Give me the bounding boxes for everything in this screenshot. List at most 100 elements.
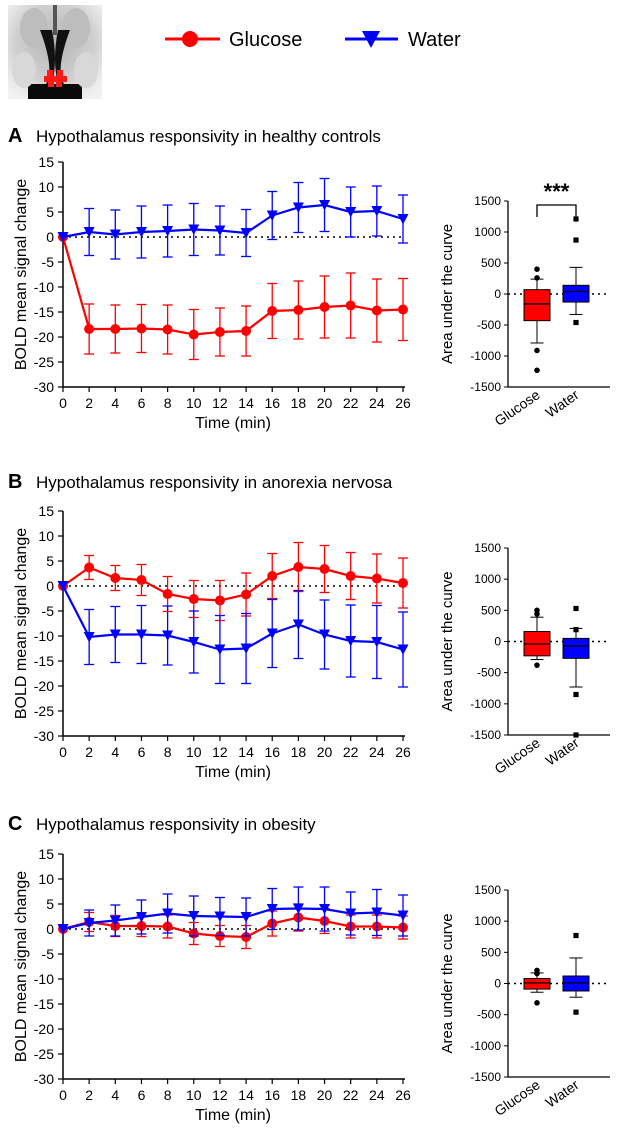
x-tick-label: 26 — [395, 744, 411, 760]
panel-a-letter: A — [8, 125, 22, 147]
water-data-point — [397, 214, 409, 225]
water-data-point — [345, 908, 357, 919]
glucose-outlier-point — [534, 1000, 540, 1006]
water-outlier-point — [573, 605, 579, 612]
glucose-data-point — [371, 573, 382, 584]
water-data-point — [240, 228, 252, 239]
x-tick-label: 8 — [164, 395, 172, 411]
glucose-data-point — [136, 575, 147, 585]
x-tick-label: 8 — [164, 744, 172, 760]
glucose-data-point — [319, 302, 330, 312]
water-data-point — [266, 904, 278, 915]
water-data-point — [83, 918, 95, 929]
y-tick-label: -5 — [42, 603, 55, 619]
panel-c-title: Hypothalamus responsivity in obesity — [36, 815, 316, 834]
significance-label: *** — [544, 179, 570, 204]
y-tick-label: 15 — [38, 154, 54, 170]
x-tick-label: 24 — [369, 395, 385, 411]
water-outlier-point — [573, 216, 579, 222]
glucose-data-point — [110, 324, 121, 334]
x-tick-label: 18 — [291, 395, 307, 411]
y-tick-label: -10 — [34, 279, 54, 295]
y-tick-label: 15 — [38, 503, 54, 519]
water-data-point — [57, 581, 69, 592]
x-tick-label: 2 — [85, 744, 93, 760]
water-series-line — [62, 907, 404, 931]
y-tick-label: -5 — [42, 946, 55, 962]
y-tick-label: -30 — [34, 379, 54, 395]
glucose-data-point — [241, 326, 252, 336]
water-box — [562, 284, 590, 303]
legend-glucose-marker-icon — [182, 31, 198, 47]
water-data-point — [214, 225, 226, 236]
panel-a-heading: A Hypothalamus responsivity in healthy c… — [8, 125, 381, 147]
water-data-point — [135, 227, 147, 238]
water-data-point — [135, 629, 147, 640]
water-data-point — [345, 207, 357, 218]
water-outlier-point — [573, 691, 579, 698]
glucose-data-point — [214, 595, 225, 606]
x-tick-label: 26 — [395, 395, 411, 411]
glucose-outlier-point — [534, 611, 540, 617]
y-tick-label: -15 — [34, 996, 54, 1012]
glucose-data-point — [398, 578, 408, 588]
y-axis-title: BOLD mean signal change — [13, 871, 30, 1062]
water-data-point — [240, 912, 252, 923]
y-tick-label: -20 — [34, 1021, 54, 1037]
glucose-outlier-point — [534, 367, 540, 374]
water-data-point — [109, 229, 121, 240]
x-tick-label: 12 — [212, 744, 228, 760]
x-tick-label: 18 — [291, 744, 307, 760]
panel-b-letter: B — [8, 471, 22, 493]
water-outlier-point — [573, 732, 579, 738]
y-tick-label: -15 — [34, 653, 54, 669]
y-tick-label: 0 — [494, 977, 501, 991]
water-data-point — [188, 637, 200, 648]
x-tick-label: 4 — [111, 1087, 119, 1103]
box-plot-panel-b: 1500 1000 500 0 -500 -1000 -1500 Area under the… — [439, 541, 610, 777]
glucose-data-point — [162, 324, 173, 335]
x-tick-label: 10 — [186, 1087, 202, 1103]
box-plot-panel-a: 1500 1000 500 0 -500 -1000 -1500 Area under the… — [439, 179, 610, 429]
water-data-point — [371, 206, 383, 217]
x-tick-label: 0 — [59, 1087, 67, 1103]
water-data-point — [214, 911, 226, 922]
x-tick-label: 12 — [212, 395, 228, 411]
x-tick-label: 18 — [291, 1087, 307, 1103]
y-tick-label: -500 — [477, 1008, 501, 1022]
water-data-point — [83, 632, 95, 643]
water-data-point — [292, 202, 304, 213]
x-tick-label: 24 — [369, 744, 385, 760]
water-outlier-point — [573, 319, 579, 326]
x-tick-label: 4 — [111, 744, 119, 760]
y-tick-label: 0 — [46, 578, 54, 594]
legend-glucose-label: Glucose — [229, 29, 302, 51]
glucose-outlier-point — [534, 266, 540, 273]
x-axis-title: Time (min) — [195, 415, 271, 432]
glucose-data-point — [345, 571, 356, 581]
glucose-data-point — [110, 573, 121, 583]
glucose-data-point — [241, 932, 252, 942]
water-data-point — [292, 903, 304, 914]
water-data-point — [57, 924, 69, 935]
glucose-data-point — [398, 304, 408, 315]
glucose-outlier-point — [534, 347, 540, 354]
glucose-data-point — [241, 589, 252, 600]
water-data-point — [345, 636, 357, 647]
y-tick-label: 0 — [494, 287, 501, 301]
y-tick-label: 10 — [38, 179, 54, 195]
glucose-data-point — [319, 564, 330, 574]
y-tick-label: -25 — [34, 1046, 54, 1062]
water-box — [562, 637, 590, 659]
water-outlier-point — [573, 237, 579, 243]
glucose-data-point — [267, 571, 278, 581]
category-label: Water — [542, 734, 582, 768]
x-tick-label: 10 — [186, 744, 202, 760]
y-tick-label: 10 — [38, 871, 54, 887]
box-plot-panel-c: 1500 1000 500 0 -500 -1000 -1500 Area under the… — [439, 883, 610, 1119]
panel-c-heading: C Hypothalamus responsivity in obesity — [8, 813, 316, 835]
panel-c-letter: C — [8, 813, 22, 835]
glucose-series-line — [61, 236, 404, 336]
